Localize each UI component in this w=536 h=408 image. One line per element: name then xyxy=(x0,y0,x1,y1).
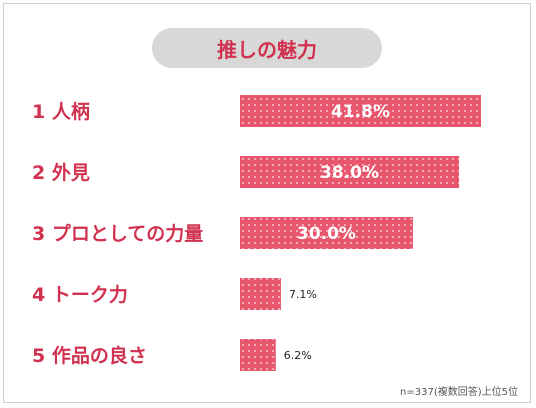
value-label: 38.0% xyxy=(320,163,379,183)
value-label: 41.8% xyxy=(331,102,390,122)
chart-frame xyxy=(3,3,531,403)
sample-note: n=337(複数回答)上位5位 xyxy=(400,387,518,398)
bar-dot-pattern xyxy=(240,217,413,249)
chart-title: 推しの魅力 xyxy=(152,28,382,68)
category-label: 5 作品の良さ xyxy=(32,344,147,367)
category-label: 2 外見 xyxy=(32,161,90,184)
category-label: 3 プロとしての力量 xyxy=(32,222,203,245)
bar-dot-pattern xyxy=(240,278,281,310)
value-label: 7.1% xyxy=(289,288,317,301)
category-label: 1 人柄 xyxy=(32,101,90,123)
bar-dot-pattern xyxy=(240,156,460,188)
value-label: 30.0% xyxy=(297,224,356,244)
bar-dot-pattern xyxy=(240,339,276,371)
bar-dot-pattern xyxy=(240,95,481,127)
category-label: 4 トーク力 xyxy=(32,283,128,306)
value-label: 6.2% xyxy=(284,349,312,362)
